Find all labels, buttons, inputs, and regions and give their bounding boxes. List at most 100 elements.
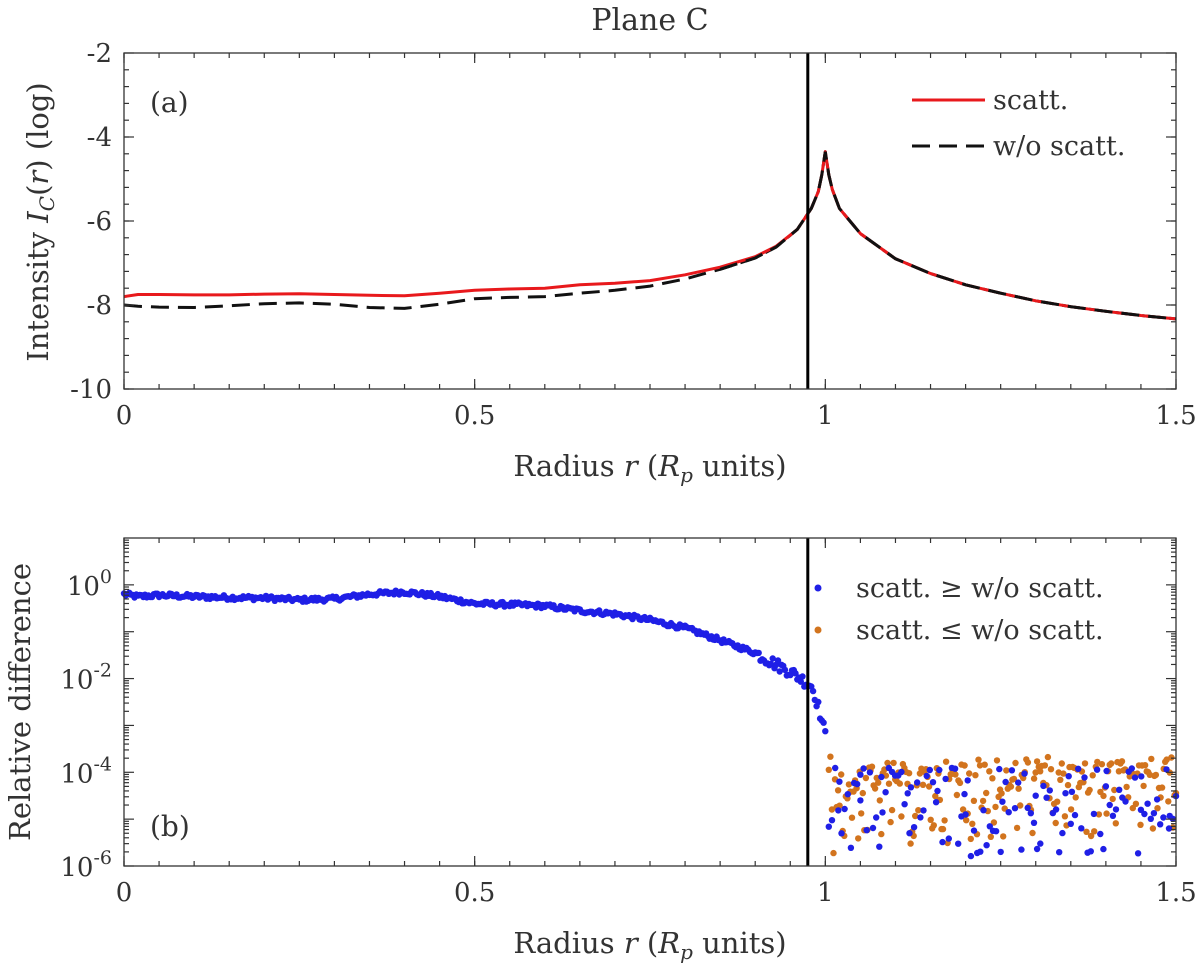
scatter-point-geq <box>997 848 1004 856</box>
panel-b-x-axis-label: Radius r (Rp units) <box>513 926 786 964</box>
scatter-point-leq <box>981 761 988 768</box>
scatter-point-leq <box>1152 771 1160 779</box>
scatter-point-geq <box>1137 806 1145 813</box>
scatter-point-leq <box>868 763 876 770</box>
scatter-point-leq <box>848 814 856 821</box>
legend-marker-leq <box>814 626 822 634</box>
scatter-point-geq <box>1005 809 1012 816</box>
scatter-point-leq <box>1052 819 1059 827</box>
scatter-point-geq <box>873 814 880 821</box>
scatter-point-geq <box>951 765 959 772</box>
scatter-point-geq <box>910 824 918 831</box>
scatter-point-geq <box>980 807 987 814</box>
scatter-point-leq <box>976 762 984 769</box>
scatter-point-geq <box>863 827 870 834</box>
scatter-point-geq <box>1075 765 1082 772</box>
scatter-point-leq <box>1061 813 1069 820</box>
scatter-point-leq <box>987 833 994 840</box>
scatter-point-geq <box>1040 782 1047 790</box>
scatter-point-geq <box>769 655 776 662</box>
scatter-point-geq <box>1165 825 1173 832</box>
scatter-point-geq <box>907 784 915 791</box>
scatter-point-leq <box>1000 833 1007 840</box>
scatter-point-leq <box>930 822 937 829</box>
scatter-point-leq <box>862 774 870 782</box>
scatter-point-leq <box>1015 785 1022 792</box>
scatter-point-geq <box>815 698 822 706</box>
scatter-point-geq <box>1033 845 1041 853</box>
scatter-point-geq <box>1100 845 1107 853</box>
scatter-point-geq <box>906 830 913 837</box>
scatter-point-geq <box>1122 798 1129 805</box>
scatter-point-geq <box>945 835 952 842</box>
scatter-point-leq <box>885 780 893 787</box>
panel-a-x-tick-label: 0.5 <box>454 401 495 431</box>
scatter-point-leq <box>1111 786 1118 794</box>
scatter-point-geq <box>1032 792 1039 799</box>
scatter-point-geq <box>835 807 842 814</box>
scatter-point-geq <box>898 768 905 776</box>
scatter-point-leq <box>1132 800 1140 807</box>
scatter-point-geq <box>825 823 832 830</box>
scatter-point-leq <box>1012 759 1019 767</box>
scatter-point-geq <box>1093 766 1101 773</box>
scatter-point-geq <box>1018 846 1025 853</box>
scatter-point-leq <box>963 817 970 824</box>
series-line-scatt <box>123 150 1177 321</box>
scatter-point-leq <box>959 806 967 813</box>
scatter-point-geq <box>809 687 817 695</box>
scatter-point-geq <box>967 852 975 860</box>
scatter-point-leq <box>1141 762 1149 769</box>
scatter-point-leq <box>827 753 834 760</box>
scatter-point-leq <box>1024 759 1032 766</box>
scatter-point-leq <box>1095 811 1103 818</box>
scatter-point-geq <box>961 790 968 798</box>
scatter-point-leq <box>972 772 979 779</box>
scatter-point-geq <box>832 764 839 772</box>
scatter-point-leq <box>825 766 832 773</box>
scatter-point-leq <box>1108 760 1115 767</box>
scatter-point-geq <box>1062 790 1069 797</box>
scatter-point-leq <box>898 813 905 820</box>
scatter-point-leq <box>845 781 853 788</box>
scatter-point-geq <box>1157 821 1164 828</box>
scatter-point-geq <box>1087 848 1095 855</box>
scatter-point-leq <box>1100 792 1107 800</box>
figure-title: Plane C <box>591 3 708 38</box>
scatter-point-leq <box>1140 782 1147 790</box>
scatter-point-geq <box>1138 773 1145 780</box>
scatter-point-leq <box>1109 795 1116 803</box>
scatter-point-leq <box>855 835 862 842</box>
scatter-point-leq <box>905 770 913 777</box>
scatter-point-leq <box>888 806 896 814</box>
legend-marker-geq <box>814 584 822 592</box>
scatter-point-leq <box>876 797 883 804</box>
scatter-point-leq <box>1047 766 1055 773</box>
legend-label-leq: scatt. ≤ w/o scatt. <box>856 615 1104 646</box>
scatter-point-geq <box>1002 778 1009 786</box>
scatter-point-leq <box>1010 775 1018 783</box>
scatter-point-geq <box>820 719 827 726</box>
scatter-point-leq <box>942 758 950 765</box>
scatter-point-geq <box>847 844 855 851</box>
scatter-point-leq <box>1089 772 1096 779</box>
scatter-point-geq <box>1071 811 1079 819</box>
scatter-point-geq <box>1102 783 1110 790</box>
scatter-point-geq <box>876 843 883 850</box>
scatter-point-leq <box>939 825 947 833</box>
scatter-point-leq <box>875 779 882 786</box>
panel-a-x-tick-label: 0 <box>116 401 133 431</box>
scatter-point-geq <box>983 842 990 849</box>
scatter-point-geq <box>1052 806 1060 813</box>
scatter-point-geq <box>797 678 804 685</box>
scatter-point-leq <box>878 830 885 838</box>
panel-b-y-tick-label: 10-4 <box>60 753 112 789</box>
scatter-point-geq <box>936 766 943 774</box>
scatter-point-geq <box>799 673 806 680</box>
scatter-point-geq <box>1153 796 1161 803</box>
scatter-point-leq <box>1158 784 1166 791</box>
panel-b-x-tick-label: 0.5 <box>454 878 495 908</box>
scatter-point-leq <box>887 818 894 826</box>
legend-label-geq: scatt. ≥ w/o scatt. <box>856 573 1104 604</box>
panel-b-y-tick-label: 100 <box>67 566 112 602</box>
